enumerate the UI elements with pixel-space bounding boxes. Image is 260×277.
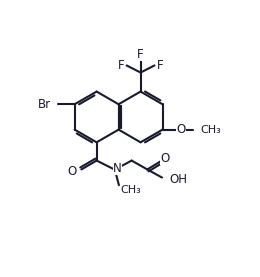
Text: N: N: [113, 162, 122, 175]
Text: O: O: [68, 165, 77, 178]
Text: O: O: [177, 123, 186, 136]
Text: O: O: [160, 152, 170, 165]
Text: F: F: [118, 59, 124, 72]
Text: CH₃: CH₃: [120, 185, 141, 195]
Text: OH: OH: [169, 173, 187, 186]
Text: F: F: [137, 48, 144, 60]
Text: CH₃: CH₃: [200, 125, 221, 135]
Text: Br: Br: [38, 98, 51, 111]
Text: F: F: [157, 59, 163, 72]
